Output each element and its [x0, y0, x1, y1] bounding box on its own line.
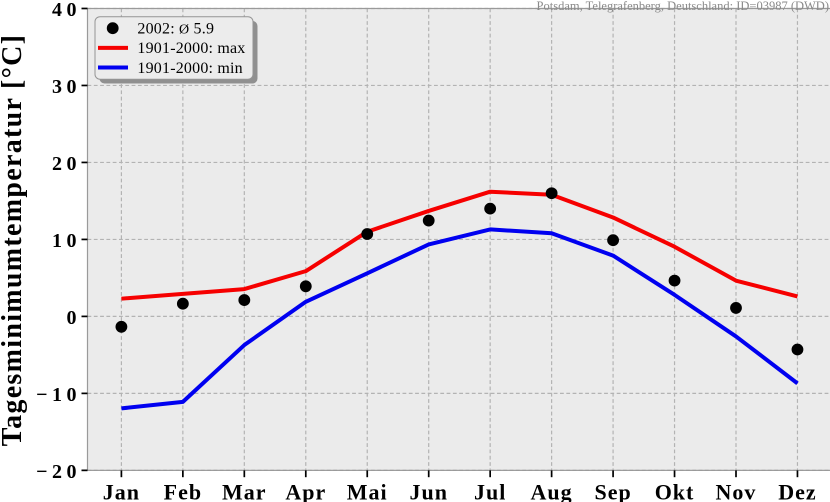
svg-text:−10: −10: [36, 384, 81, 406]
svg-text:Okt: Okt: [655, 479, 695, 502]
svg-text:Nov: Nov: [716, 479, 757, 502]
svg-text:0: 0: [67, 307, 82, 329]
svg-text:−20: −20: [36, 461, 81, 483]
svg-text:Feb: Feb: [164, 479, 202, 502]
svg-text:Aug: Aug: [531, 479, 573, 502]
svg-text:2002: Ø 5.9: 2002: Ø 5.9: [137, 21, 214, 38]
svg-text:Jun: Jun: [409, 479, 447, 502]
svg-text:20: 20: [52, 153, 81, 175]
svg-text:Sep: Sep: [594, 479, 631, 502]
svg-text:1901-2000: max: 1901-2000: max: [137, 40, 245, 57]
svg-text:Dez: Dez: [778, 479, 816, 502]
svg-text:Jan: Jan: [103, 479, 140, 502]
svg-text:Jul: Jul: [474, 479, 506, 502]
svg-text:30: 30: [52, 76, 81, 98]
svg-text:Potsdam, Telegrafenberg, Deuts: Potsdam, Telegrafenberg, Deutschland: ID…: [537, 0, 829, 13]
svg-text:40: 40: [52, 0, 81, 21]
svg-text:Apr: Apr: [285, 479, 326, 502]
svg-text:1901-2000: min: 1901-2000: min: [137, 60, 242, 77]
svg-text:Tagesminimumtemperatur [°C]: Tagesminimumtemperatur [°C]: [0, 34, 28, 447]
svg-text:Mar: Mar: [222, 479, 267, 502]
svg-text:Mai: Mai: [347, 479, 388, 502]
svg-text:10: 10: [52, 230, 81, 252]
